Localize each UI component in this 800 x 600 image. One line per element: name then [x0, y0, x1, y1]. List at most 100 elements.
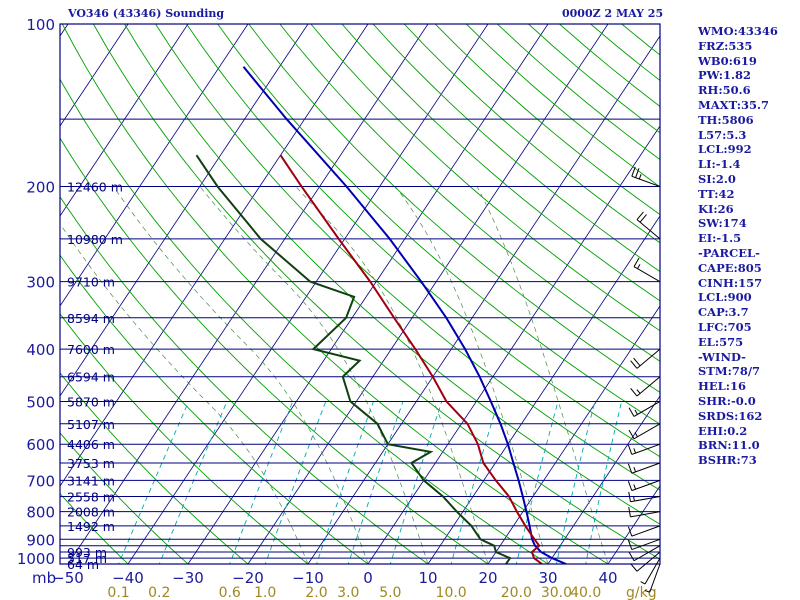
index-value: CAP:3.7	[698, 305, 749, 320]
mixing-ratio-line	[158, 401, 228, 564]
index-value: SRDS:162	[698, 408, 763, 423]
dry-adiabat-line	[372, 24, 660, 273]
mixing-ratio-line	[515, 401, 559, 564]
isotherm-line	[427, 215, 660, 564]
dry-adiabat-line	[124, 24, 660, 525]
index-value: WMO:43346	[698, 24, 778, 38]
pressure-unit-label: mb	[32, 569, 56, 587]
wind-barb	[631, 166, 661, 188]
height-label: 64 m	[67, 557, 99, 572]
moist-adiabat-line	[395, 186, 549, 564]
pressure-tick-label: 700	[26, 472, 55, 490]
index-value: EHI:0.2	[698, 423, 748, 438]
pressure-tick-label: 200	[26, 179, 55, 197]
wind-barb-flag	[628, 551, 635, 561]
height-label: 6594 m	[67, 370, 115, 385]
index-value: WB0:619	[698, 53, 757, 68]
wind-barb-staff	[636, 348, 661, 369]
wind-barb	[628, 545, 661, 562]
wind-barb	[627, 443, 661, 455]
wind-barb-halfflag	[634, 432, 638, 438]
index-value: BSHR:73	[698, 453, 757, 468]
sounding-datetime: 0000Z 2 MAY 25	[562, 7, 664, 20]
isotherm-line	[60, 24, 249, 307]
mixing-ratio-line	[450, 401, 499, 564]
wind-barb-halfflag	[633, 466, 637, 473]
dry-adiabat-line	[93, 24, 660, 560]
isotherm-line	[367, 125, 660, 564]
mixing-ratio-line	[316, 401, 374, 564]
mixing-ratio-line	[347, 401, 404, 564]
wind-barb	[630, 551, 661, 572]
index-value: KI:26	[698, 201, 734, 216]
wind-barb-flag	[628, 407, 635, 417]
height-label: 3141 m	[67, 473, 115, 488]
temperature-tick-label: −30	[172, 569, 204, 587]
pressure-tick-label: 400	[26, 341, 55, 359]
wind-barb-halfflag	[640, 581, 646, 585]
wind-barb	[628, 491, 661, 503]
height-label: 5107 m	[67, 417, 115, 432]
wind-barb-staff	[633, 545, 661, 562]
wind-barb	[630, 348, 661, 369]
mixing-ratio-tick-label: 1.0	[254, 585, 276, 600]
wind-barb-flag	[631, 166, 636, 177]
wind-barb-halfflag	[634, 409, 638, 415]
index-value: LFC:705	[698, 319, 752, 334]
index-value: TH:5806	[698, 112, 754, 127]
wind-barb-halfflag	[638, 174, 642, 180]
wind-barb	[628, 423, 661, 440]
isotherm-line	[60, 24, 309, 397]
temperature-tick-label: 10	[418, 569, 437, 587]
mixing-ratio-tick-label: 0.1	[107, 585, 129, 600]
dry-adiabat-line	[60, 372, 249, 564]
plot-frame	[59, 23, 661, 565]
isotherm-line	[127, 24, 489, 564]
temperature-tick-label: −50	[52, 569, 84, 587]
dry-adiabat-line	[186, 24, 660, 458]
pressure-tick-label: 300	[26, 274, 55, 292]
dry-adiabat-line	[60, 195, 429, 564]
dry-adiabat-line	[279, 24, 660, 362]
mixing-ratio-line	[389, 401, 443, 564]
height-label: 9710 m	[67, 275, 115, 290]
wind-barb-staff	[633, 423, 661, 440]
wind-barb	[627, 462, 661, 474]
mixing-ratio-line	[585, 401, 623, 564]
index-value: BRN:11.0	[698, 438, 760, 453]
dry-adiabat-line	[60, 492, 129, 564]
temperature-tick-label: −40	[112, 569, 144, 587]
index-value: EL:575	[698, 334, 744, 349]
mixing-ratio-line	[555, 401, 596, 564]
moist-adiabat-line	[476, 186, 609, 564]
wind-barb-flag	[636, 211, 644, 220]
index-value: HEL:16	[698, 379, 746, 394]
wind-barb-layer	[627, 166, 661, 593]
indices-panel: WMO:43346 FRZ:535 WB0:619 PW:1.82 RH:50.6 MAX…	[698, 24, 798, 468]
mixing-ratio-tick-label: 5.0	[379, 585, 401, 600]
isotherm-line	[307, 35, 660, 564]
wind-barb	[628, 506, 661, 518]
height-label: 12460 m	[67, 180, 123, 195]
wind-barb-staff	[636, 376, 661, 397]
wind-barb-flag	[627, 539, 633, 550]
wind-barb-staff	[631, 175, 661, 188]
temperature-tick-label: 20	[478, 569, 497, 587]
mixing-ratio-tick-label: 40.0	[570, 585, 601, 600]
index-value: CAPE:805	[698, 260, 762, 275]
height-label: 10980 m	[67, 232, 123, 247]
index-value: PW:1.82	[698, 68, 752, 83]
isotherm-line	[60, 24, 189, 217]
wind-barb-flag	[627, 481, 633, 491]
wind-barb-staff	[630, 511, 661, 518]
dewpoint-trace	[195, 154, 512, 564]
index-value: -PARCEL-	[698, 245, 760, 260]
mixing-ratio-tick-label: 2.0	[305, 585, 327, 600]
pressure-tick-label: 100	[26, 16, 55, 34]
mixing-ratio-tick-label: 3.0	[337, 585, 359, 600]
isotherm-line	[247, 24, 609, 564]
mixing-ratio-tick-label: 30.0	[541, 585, 572, 600]
wind-barb-flag	[635, 168, 640, 178]
station-title: VO346 (43346) Sounding	[68, 7, 225, 20]
index-value: RH:50.6	[698, 83, 751, 98]
